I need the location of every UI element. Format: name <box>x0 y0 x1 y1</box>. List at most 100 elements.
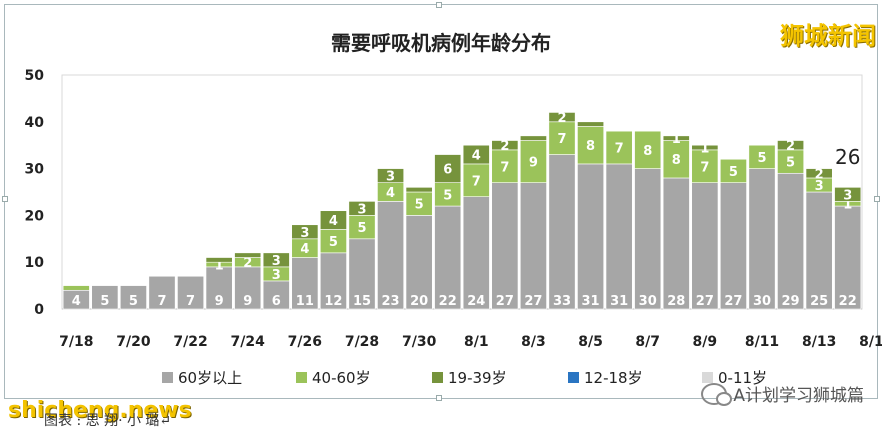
x-tick-label: 7/28 <box>345 334 379 350</box>
data-label: 27 <box>696 294 714 309</box>
data-label: 3 <box>357 202 366 217</box>
bar-segment <box>405 215 433 310</box>
data-label: 5 <box>357 221 366 236</box>
data-label: 23 <box>382 294 400 309</box>
data-label: 20 <box>410 294 428 309</box>
resize-handle-left[interactable] <box>2 196 8 202</box>
chart-title: 需要呼吸机病例年龄分布 <box>331 31 551 55</box>
legend-label: 0-11岁 <box>718 369 767 387</box>
bar-segment <box>691 144 719 151</box>
legend-swatch <box>296 372 307 383</box>
bar-segment <box>462 144 490 165</box>
bar-segment <box>662 135 690 141</box>
legend-swatch <box>162 372 173 383</box>
data-label: 31 <box>582 294 600 309</box>
legend-label: 60岁以上 <box>178 369 242 387</box>
data-label: 4 <box>300 242 309 257</box>
data-label: 1 <box>843 198 852 213</box>
data-label: 7 <box>700 160 709 175</box>
data-label: 3 <box>843 188 852 203</box>
data-label: 27 <box>524 294 542 309</box>
bar-segment <box>291 257 319 310</box>
bar-segment <box>662 140 690 179</box>
data-label: 5 <box>129 294 138 309</box>
x-tick-label: 7/24 <box>231 334 266 350</box>
data-label: 5 <box>786 156 795 171</box>
x-tick-label: 8/15 <box>859 334 882 350</box>
data-label: 8 <box>672 153 681 168</box>
y-tick-label: 0 <box>34 302 44 318</box>
data-label: 3 <box>300 226 309 241</box>
data-label: 3 <box>272 268 281 283</box>
brand-watermark-top: 狮城新闻 <box>780 21 876 50</box>
brand-watermark-bottom: shicheng.news <box>8 398 192 423</box>
data-label: 15 <box>353 294 371 309</box>
bar-segment <box>662 177 690 310</box>
data-label: 22 <box>439 294 457 309</box>
bar-segment <box>719 182 747 310</box>
legend-swatch <box>568 372 579 383</box>
bar-segment <box>262 252 290 268</box>
x-tick-label: 8/13 <box>802 334 836 350</box>
bar-segment <box>91 285 119 310</box>
bar-segment <box>634 130 662 169</box>
x-tick-label: 8/1 <box>464 334 489 350</box>
bar-segment <box>748 144 776 169</box>
resize-handle-top[interactable] <box>436 2 442 8</box>
bar-segment <box>491 149 519 183</box>
bar-segment <box>748 168 776 310</box>
data-label: 4 <box>329 214 338 229</box>
bar-segment <box>462 163 490 197</box>
data-label: 4 <box>386 186 395 201</box>
data-label: 7 <box>472 174 481 189</box>
x-tick-label: 8/9 <box>693 334 718 350</box>
x-tick-label: 7/30 <box>402 334 437 350</box>
resize-handle-right[interactable] <box>874 196 880 202</box>
bar-segment <box>148 275 176 310</box>
bar-segment <box>62 285 90 291</box>
data-label: 30 <box>639 294 657 309</box>
legend-label: 12-18岁 <box>584 369 643 387</box>
bar-segment <box>548 112 576 123</box>
data-label: 5 <box>100 294 109 309</box>
data-label: 27 <box>496 294 514 309</box>
data-label: 22 <box>839 294 857 309</box>
data-label: 5 <box>729 165 738 180</box>
bar-segment <box>805 191 833 310</box>
wechat-handle: A计划学习狮城篇 <box>733 386 864 406</box>
bar-segment <box>348 201 376 216</box>
bar-segment <box>834 205 862 310</box>
data-label: 7 <box>500 160 509 175</box>
data-label: 31 <box>610 294 628 309</box>
data-label: 5 <box>415 198 424 213</box>
x-tick-label: 7/22 <box>173 334 207 350</box>
x-tick-label: 7/20 <box>116 334 151 350</box>
bar-segment <box>577 126 605 165</box>
x-tick-label: 8/5 <box>578 334 603 350</box>
bar-segment <box>205 257 233 263</box>
data-label: 27 <box>724 294 742 309</box>
data-label: 29 <box>782 294 800 309</box>
data-label: 7 <box>557 132 566 147</box>
total-annotation: 26 <box>835 145 860 169</box>
bar-segment <box>605 130 633 165</box>
bar-segment <box>777 140 805 151</box>
wechat-badge: A计划学习狮城篇 <box>701 381 864 406</box>
bar-segment <box>434 205 462 310</box>
data-label: 24 <box>467 294 485 309</box>
legend-label: 40-60岁 <box>312 369 371 387</box>
data-label: 2 <box>557 111 566 126</box>
bar-segment <box>262 280 290 310</box>
data-label: 33 <box>553 294 571 309</box>
bar-segment <box>605 163 633 310</box>
data-label: 5 <box>757 151 766 166</box>
bar-segment <box>777 172 805 310</box>
data-label: 1 <box>672 132 681 147</box>
data-label: 11 <box>296 294 314 309</box>
resize-handle-bottom[interactable] <box>436 395 442 401</box>
data-label: 7 <box>157 294 166 309</box>
bar-segment <box>462 196 490 310</box>
bar-segment <box>319 210 347 230</box>
y-tick-label: 20 <box>25 208 45 224</box>
